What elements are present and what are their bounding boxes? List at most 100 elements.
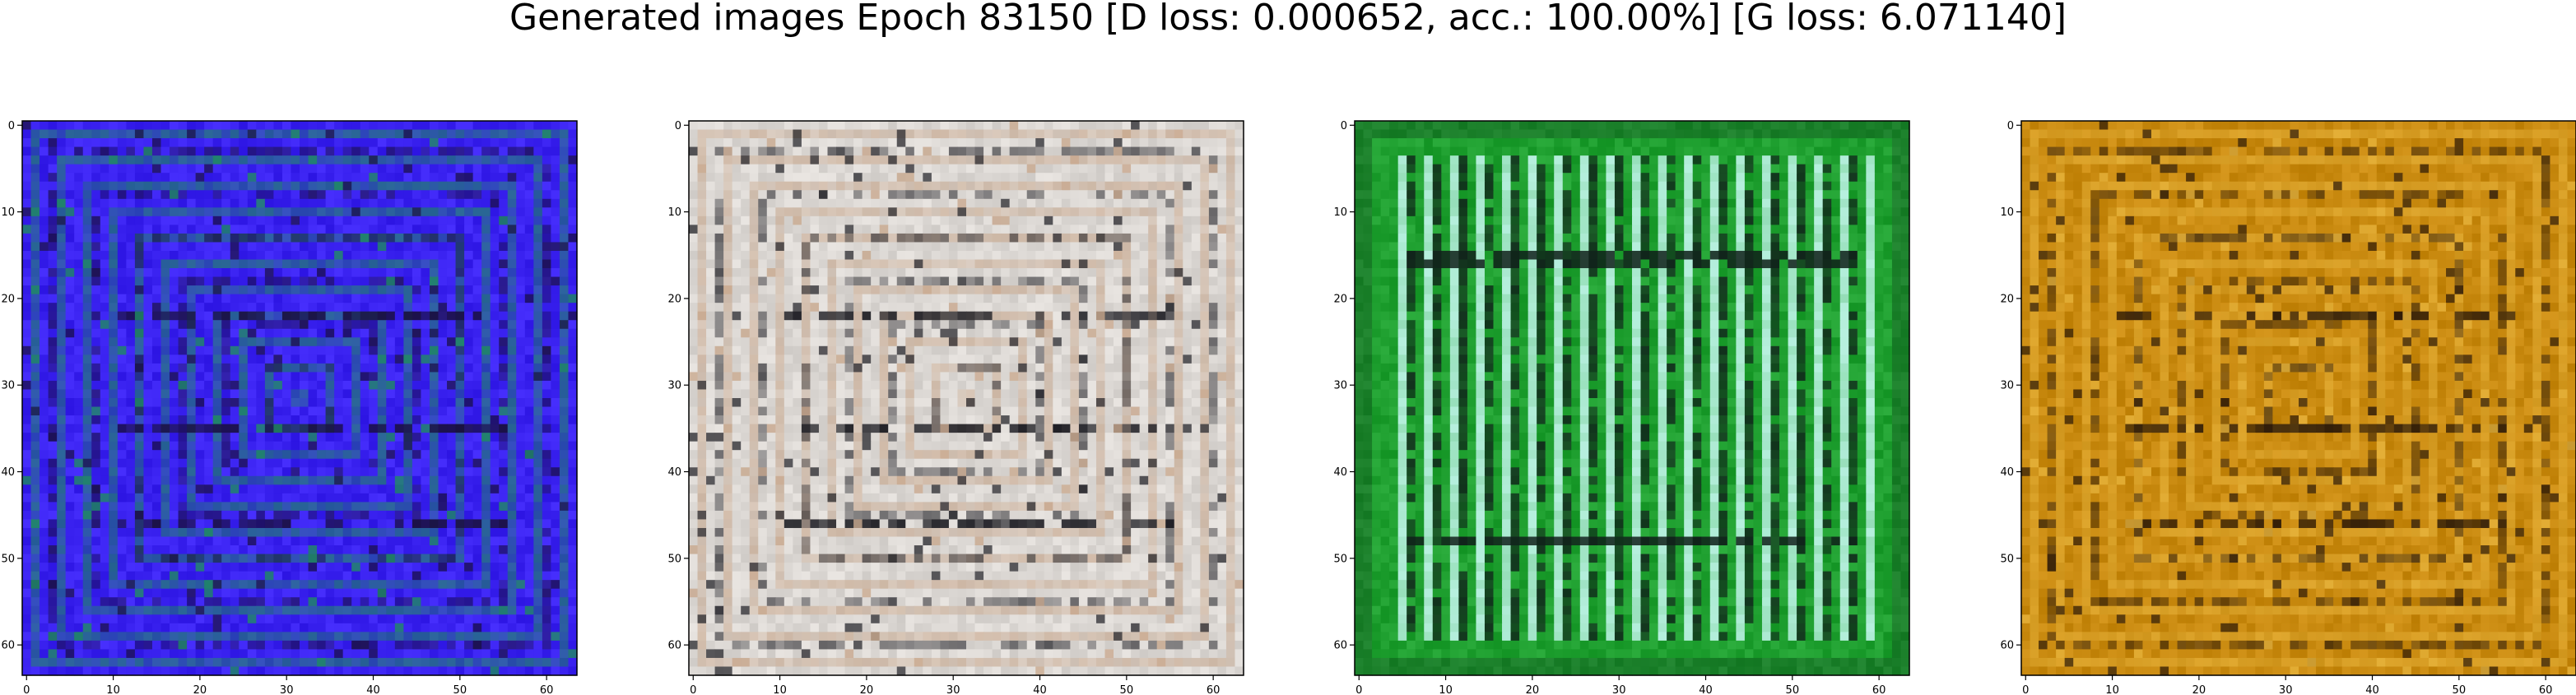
pixel <box>30 233 40 243</box>
pixel <box>559 493 570 503</box>
pixel <box>40 225 49 234</box>
pixel <box>438 380 448 391</box>
pixel <box>204 225 214 234</box>
pixel <box>775 233 785 243</box>
pixel <box>1035 181 1045 191</box>
pixel <box>281 657 292 668</box>
pixel <box>170 380 179 391</box>
pixel <box>386 424 396 433</box>
pixel <box>178 666 188 676</box>
pixel <box>758 190 768 200</box>
pixel <box>853 129 863 139</box>
pixel <box>1053 181 1062 191</box>
pixel <box>221 207 231 217</box>
pixel <box>264 328 275 338</box>
pixel <box>100 215 109 225</box>
pixel <box>1001 173 1011 183</box>
pixel <box>239 354 249 364</box>
pixel <box>40 121 49 131</box>
pixel <box>143 502 153 512</box>
pixel <box>134 354 145 364</box>
pixel <box>239 458 249 468</box>
pixel <box>30 337 40 347</box>
pixel <box>455 554 465 563</box>
pixel <box>239 614 249 624</box>
pixel <box>82 519 92 529</box>
pixel <box>568 649 578 659</box>
pixel <box>447 276 457 286</box>
pixel <box>974 146 984 156</box>
pixel <box>723 198 733 208</box>
pixel <box>472 475 482 485</box>
pixel <box>65 632 75 642</box>
pixel <box>931 181 942 191</box>
pixel <box>230 225 239 234</box>
pixel <box>394 424 404 433</box>
pixel <box>524 190 534 200</box>
pixel <box>334 433 344 442</box>
pixel <box>472 233 482 243</box>
pixel <box>57 345 67 355</box>
pixel <box>281 502 292 512</box>
pixel <box>65 164 75 174</box>
pixel <box>827 129 837 139</box>
pixel <box>91 493 101 503</box>
pixel <box>308 554 318 563</box>
pixel <box>447 458 457 468</box>
pixel <box>1035 146 1045 156</box>
pixel <box>342 649 352 659</box>
pixel <box>1114 198 1123 208</box>
pixel <box>300 215 309 225</box>
pixel <box>109 380 119 391</box>
pixel <box>966 129 976 139</box>
pixel <box>334 563 344 572</box>
pixel <box>22 640 32 651</box>
pixel <box>308 398 318 408</box>
pixel <box>507 129 517 139</box>
pixel <box>247 303 257 313</box>
pixel <box>334 233 344 243</box>
pixel <box>126 242 136 252</box>
pixel <box>143 320 153 330</box>
pixel <box>472 250 482 261</box>
pixel <box>499 657 509 668</box>
pixel <box>325 580 335 590</box>
pixel <box>221 632 231 642</box>
pixel <box>264 441 275 451</box>
pixel <box>853 146 863 156</box>
pixel <box>126 121 136 131</box>
pixel <box>221 415 231 425</box>
pixel <box>281 372 292 382</box>
pixel <box>1009 215 1019 225</box>
pixel <box>317 250 327 261</box>
pixel <box>151 398 162 408</box>
pixel <box>247 173 257 183</box>
pixel <box>1070 138 1080 148</box>
pixel <box>783 225 793 234</box>
pixel <box>507 181 517 191</box>
pixel <box>22 527 32 538</box>
pixel <box>204 563 214 572</box>
pixel <box>447 527 457 538</box>
pixel <box>300 467 309 477</box>
pixel <box>377 268 387 278</box>
pixel <box>923 121 932 131</box>
pixel <box>256 268 266 278</box>
pixel <box>334 259 344 269</box>
pixel <box>516 406 526 416</box>
pixel <box>117 527 127 538</box>
pixel <box>386 666 396 676</box>
pixel <box>230 303 239 313</box>
pixel <box>377 605 387 615</box>
pixel <box>334 536 344 546</box>
pixel <box>412 233 422 243</box>
pixel <box>57 389 67 399</box>
pixel <box>421 527 430 538</box>
pixel <box>905 146 915 156</box>
pixel <box>741 129 751 139</box>
pixel <box>22 320 32 330</box>
pixel <box>1131 138 1141 148</box>
pixel <box>273 632 283 642</box>
pixel <box>126 502 136 512</box>
pixel <box>65 242 75 252</box>
